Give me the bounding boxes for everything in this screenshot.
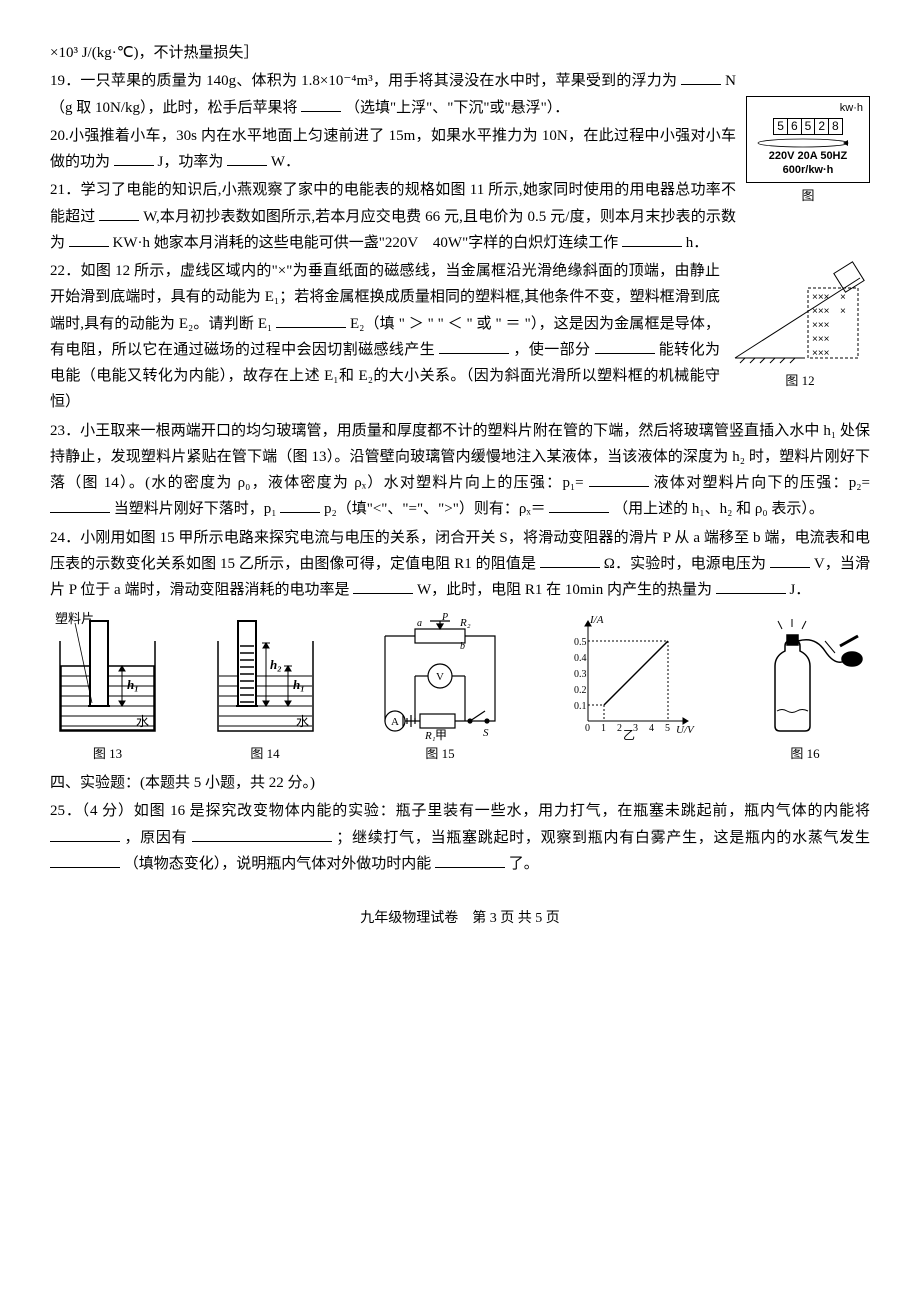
blank bbox=[301, 96, 341, 112]
svg-text:h₂: h₂ bbox=[270, 657, 282, 672]
svg-text:5: 5 bbox=[665, 723, 670, 734]
figure-11-meter: kw·h 5 6 5 2 8 220V 20A 50HZ 600r/kw·h 图 bbox=[746, 96, 870, 207]
svg-text:水: 水 bbox=[296, 714, 309, 729]
svg-text:×××: ××× bbox=[812, 348, 830, 359]
blank bbox=[439, 338, 509, 354]
blank bbox=[716, 578, 786, 594]
svg-text:0.3: 0.3 bbox=[574, 669, 587, 680]
svg-text:a: a bbox=[417, 618, 422, 629]
blank bbox=[50, 852, 120, 868]
incline-magnet-icon: ××× ××× ××× ××× ××× × × bbox=[730, 258, 870, 368]
blank bbox=[770, 552, 810, 568]
meter-spec2: 600r/kw·h bbox=[753, 163, 863, 177]
blank bbox=[435, 852, 505, 868]
meter-unit: kw·h bbox=[753, 101, 863, 115]
blank bbox=[280, 497, 320, 513]
svg-text:1: 1 bbox=[601, 723, 606, 734]
svg-text:0.1: 0.1 bbox=[574, 701, 587, 712]
svg-text:R₁: R₁ bbox=[424, 730, 436, 741]
blank bbox=[69, 231, 109, 247]
svg-text:U/V: U/V bbox=[676, 724, 695, 736]
blank bbox=[549, 497, 609, 513]
blank bbox=[50, 497, 110, 513]
svg-text:A: A bbox=[391, 716, 399, 728]
blank bbox=[589, 471, 649, 487]
svg-text:×: × bbox=[840, 306, 846, 317]
svg-text:塑料片: 塑料片 bbox=[55, 611, 94, 626]
svg-text:R₂: R₂ bbox=[459, 617, 471, 629]
svg-text:I/A: I/A bbox=[589, 614, 604, 626]
svg-text:×××: ××× bbox=[812, 320, 830, 331]
meter-spec1: 220V 20A 50HZ bbox=[753, 149, 863, 163]
figure-row: 塑料片 h₁ 水 图 13 bbox=[50, 611, 870, 766]
svg-text:h₁: h₁ bbox=[293, 677, 305, 692]
meter-dial-icon bbox=[753, 137, 853, 149]
svg-text:甲: 甲 bbox=[435, 728, 447, 741]
svg-text:h₁: h₁ bbox=[127, 677, 139, 692]
q23: 23．小王取来一根两端开口的均匀玻璃管，用质量和厚度都不计的塑料片附在管的下端，… bbox=[50, 418, 870, 523]
blank bbox=[353, 578, 413, 594]
blank bbox=[540, 552, 600, 568]
fig11-caption: 图 bbox=[746, 185, 870, 208]
svg-text:S: S bbox=[483, 727, 489, 739]
q25: 25．（4 分）如图 16 是探究改变物体内能的实验：瓶子里装有一些水，用力打气… bbox=[50, 798, 870, 877]
svg-text:×××: ××× bbox=[812, 306, 830, 317]
svg-text:2: 2 bbox=[617, 723, 622, 734]
svg-text:乙: 乙 bbox=[623, 728, 635, 741]
blank bbox=[227, 150, 267, 166]
section-4-heading: 四、实验题：(本题共 5 小题，共 22 分。) bbox=[50, 770, 870, 796]
svg-text:4: 4 bbox=[649, 723, 654, 734]
figure-14: h₂ h₁ 水 图 14 bbox=[208, 611, 323, 766]
svg-text:×××: ××× bbox=[812, 292, 830, 303]
svg-text:0.2: 0.2 bbox=[574, 685, 587, 696]
svg-text:水: 水 bbox=[136, 714, 149, 729]
figure-12: ××× ××× ××× ××× ××× × × 图 12 bbox=[730, 258, 870, 393]
blank bbox=[99, 205, 139, 221]
blank bbox=[50, 826, 120, 842]
svg-text:P: P bbox=[441, 612, 448, 623]
figure-15-circuit: R₂ a b P V A R₁ S 甲 图 15 bbox=[365, 611, 515, 766]
svg-text:V: V bbox=[436, 671, 444, 683]
fig12-caption: 图 12 bbox=[730, 370, 870, 393]
q24: 24．小刚用如图 15 甲所示电路来探究电流与电压的关系，闭合开关 S，将滑动变… bbox=[50, 525, 870, 604]
blank bbox=[192, 826, 332, 842]
blank bbox=[276, 312, 346, 328]
blank bbox=[622, 231, 682, 247]
page-footer: 九年级物理试卷 第 3 页 共 5 页 bbox=[50, 907, 870, 932]
svg-text:×××: ××× bbox=[812, 334, 830, 345]
svg-text:×: × bbox=[840, 292, 846, 303]
svg-text:0: 0 bbox=[585, 723, 590, 734]
meter-digits: 5 6 5 2 8 bbox=[773, 118, 842, 136]
figure-15-graph: 0.1 0.2 0.3 0.4 0.5 0 1 2 3 4 5 I/A U/V … bbox=[558, 611, 698, 766]
figure-13: 塑料片 h₁ 水 图 13 bbox=[50, 611, 165, 766]
q18-tail: ×10³ J/(kg·℃)，不计热量损失］ bbox=[50, 40, 870, 66]
svg-text:b: b bbox=[460, 641, 465, 652]
svg-text:0.5: 0.5 bbox=[574, 637, 587, 648]
svg-text:0.4: 0.4 bbox=[574, 653, 587, 664]
blank bbox=[681, 69, 721, 85]
blank bbox=[114, 150, 154, 166]
blank bbox=[595, 338, 655, 354]
figure-16: 图 16 bbox=[740, 611, 870, 766]
